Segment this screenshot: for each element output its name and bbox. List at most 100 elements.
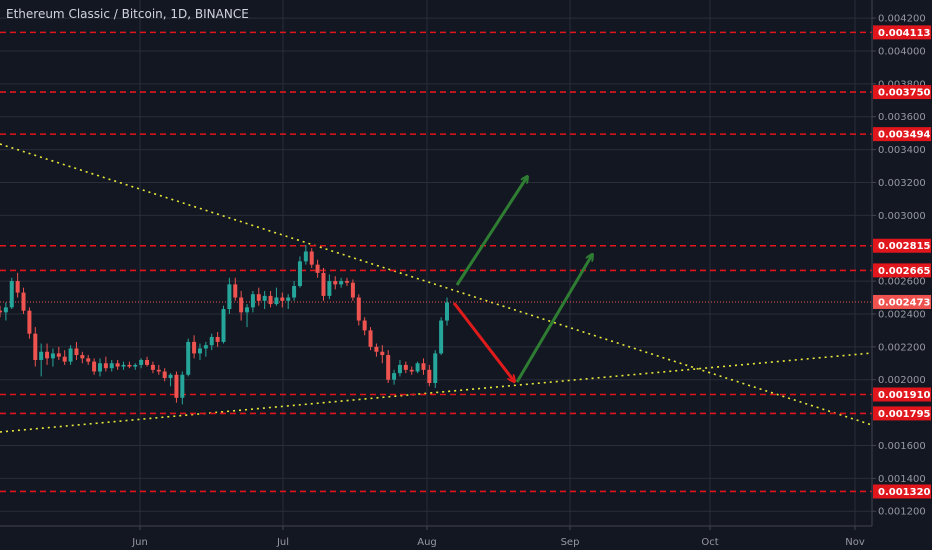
projection-arrows: [452, 177, 592, 383]
arrow-up-green-2: [515, 255, 592, 383]
candle-body: [0, 310, 2, 313]
candle-body: [21, 292, 26, 311]
candle-body: [68, 348, 73, 362]
candle-body: [45, 351, 50, 359]
candle-body: [374, 346, 379, 352]
candle-body: [92, 361, 97, 372]
candle-body: [150, 364, 155, 370]
candle-body: [80, 355, 85, 359]
candle-body: [386, 355, 391, 380]
candle-body: [403, 364, 408, 370]
candle-body: [103, 363, 108, 369]
price-tick-label: 0.002200: [878, 342, 926, 353]
candle-body: [203, 345, 208, 349]
candles: [0, 244, 449, 405]
candle-body: [421, 363, 426, 370]
candle-body: [333, 281, 338, 285]
level-label: 0.002815: [878, 241, 931, 252]
candle-body: [368, 330, 373, 347]
candle-body: [274, 297, 279, 305]
level-label: 0.003750: [878, 88, 931, 99]
candle-body: [256, 294, 261, 301]
level-label-bg: [873, 127, 931, 142]
candle-body: [197, 348, 202, 354]
candle-body: [362, 320, 367, 331]
candle-body: [445, 302, 449, 321]
candle-body: [192, 341, 197, 354]
candle-body: [115, 363, 120, 367]
current-price-label-bg: [873, 294, 931, 309]
candle-body: [239, 297, 244, 313]
price-axis: 0.004200 0.004000 0.003800 0.003600 0.003400…: [871, 0, 932, 550]
level-label: 0.001320: [878, 487, 931, 498]
candle-body: [86, 358, 91, 362]
level-label-bg: [873, 484, 931, 499]
level-label: 0.001795: [878, 409, 931, 420]
candle-body: [356, 297, 361, 321]
candle-body: [3, 307, 8, 313]
level-label-bg: [873, 387, 931, 402]
candle-body: [133, 364, 138, 367]
price-tick-label: 0.003000: [878, 211, 926, 222]
price-levels: [0, 31, 872, 493]
candle-body: [9, 281, 14, 308]
candle-body: [127, 364, 132, 367]
candle-body: [292, 286, 297, 298]
candle-body: [327, 281, 332, 296]
price-tick-label: 0.004000: [878, 46, 926, 57]
price-tick-label: 0.003200: [878, 178, 926, 189]
candle-body: [62, 356, 67, 362]
candle-body: [350, 282, 355, 298]
price-tick-label: 0.002000: [878, 375, 926, 386]
time-tick-label: Sep: [561, 537, 580, 548]
price-tick-label: 0.003600: [878, 112, 926, 123]
candle-body: [27, 310, 32, 334]
candle-body: [156, 369, 161, 372]
price-tick-label: 0.003800: [878, 79, 926, 90]
candle-body: [233, 284, 238, 298]
price-tick-label: 0.002600: [878, 277, 926, 288]
level-label: 0.004113: [878, 28, 931, 39]
price-tick-label: 0.001400: [878, 474, 926, 485]
candle-body: [74, 348, 79, 356]
candle-body: [286, 297, 291, 301]
candle-body: [397, 364, 402, 374]
current-price-label: 0.002473: [878, 297, 931, 308]
candle-body: [315, 264, 320, 273]
candle-body: [415, 363, 420, 372]
level-label-bg: [873, 406, 931, 421]
level-label-bg: [873, 238, 931, 253]
candle-body: [280, 297, 285, 301]
candle-body: [186, 341, 191, 375]
candle-body: [139, 359, 144, 365]
candle-body: [39, 351, 44, 360]
time-tick-label: Nov: [845, 537, 865, 548]
candle-body: [439, 320, 444, 354]
candle-body: [303, 251, 308, 262]
price-tick-label: 0.004200: [878, 14, 926, 25]
candle-body: [268, 295, 273, 305]
candle-body: [227, 284, 232, 310]
candle-body: [221, 309, 226, 342]
candle-body: [427, 369, 432, 383]
price-tick-label: 0.003400: [878, 145, 926, 156]
candle-body: [33, 333, 38, 360]
level-label-bg: [873, 85, 931, 100]
price-tick-label: 0.002400: [878, 309, 926, 320]
time-axis: Jun Jul Aug Sep Oct Nov: [0, 525, 872, 548]
candle-body: [209, 336, 214, 346]
candle-body: [180, 374, 185, 398]
time-tick-label: Jul: [276, 537, 289, 548]
candle-body: [174, 374, 179, 398]
trendline-descending: [0, 143, 873, 426]
level-label: 0.001910: [878, 390, 931, 401]
candle-body: [162, 371, 167, 379]
candle-body: [97, 363, 102, 372]
candle-body: [56, 353, 61, 357]
candle-body: [297, 261, 302, 287]
candle-body: [250, 294, 255, 308]
trendline-ascending: [0, 352, 873, 433]
candle-body: [392, 373, 397, 380]
candle-body: [433, 353, 438, 383]
candle-body: [309, 251, 314, 265]
